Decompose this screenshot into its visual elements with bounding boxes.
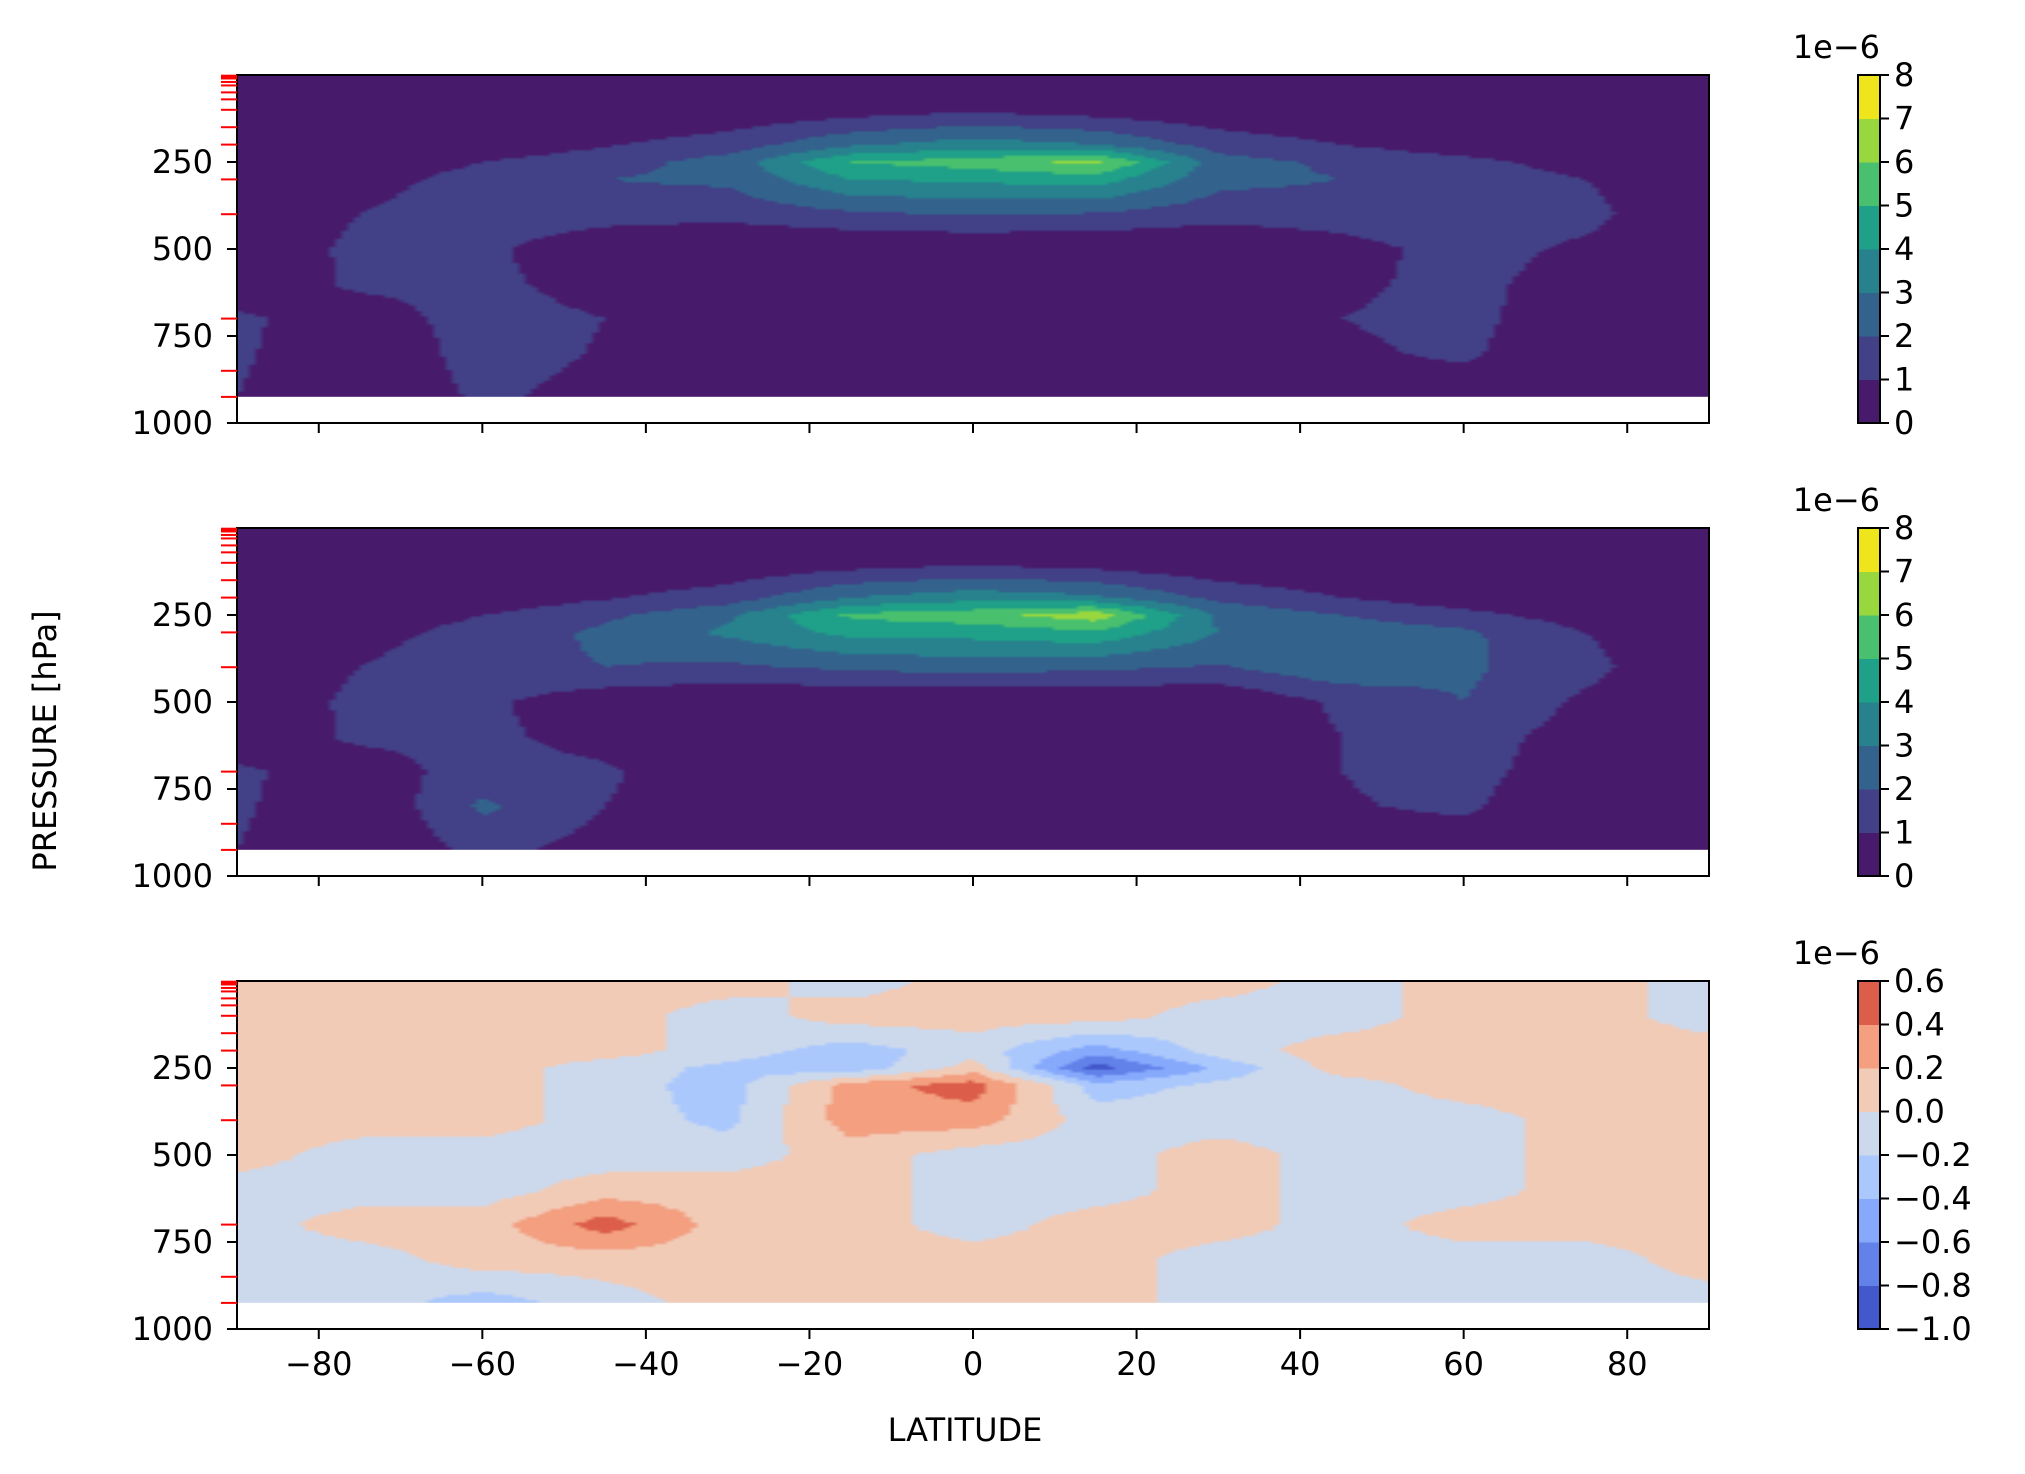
colorbar: 0 1 2 3 4 5 6 7 8 1e−6 [1793, 28, 1915, 442]
colorbar-tick-label: −1.0 [1894, 1310, 1972, 1348]
colorbar-tick-label: 6 [1894, 143, 1914, 181]
colorbar-tick-label: −0.6 [1894, 1223, 1972, 1261]
y-tick-label: 750 [152, 770, 213, 808]
y-tick-label: 750 [152, 317, 213, 355]
x-tick-label: −80 [285, 1345, 353, 1383]
panel-bottom: −80 −60 −40 −20 0 20 40 60 80 250 500 750 1000 −1.0 −0… [132, 934, 1972, 1383]
colorbar-segment [1858, 249, 1880, 293]
colorbar-tick-label: 0.0 [1894, 1093, 1945, 1131]
x-tick-label: −40 [612, 1345, 680, 1383]
colorbar-tick-label: 3 [1894, 274, 1914, 312]
x-tick-label: 40 [1280, 1345, 1321, 1383]
colorbar-tick-label: 2 [1894, 770, 1914, 808]
colorbar-tick-label: −0.4 [1894, 1180, 1972, 1218]
x-tick-label: 80 [1607, 1345, 1648, 1383]
colorbar: −1.0 −0.8 −0.6 −0.4 −0.2 0.0 0.2 0.4 0.6 1e−6 [1793, 934, 1972, 1348]
y-tick-label: 250 [152, 143, 213, 181]
y-tick-label: 1000 [132, 1310, 213, 1348]
colorbar-tick-label: 2 [1894, 317, 1914, 355]
colorbar-tick-label: 7 [1894, 100, 1914, 138]
colorbar-tick-label: 0.6 [1894, 962, 1945, 1000]
colorbar-segment [1858, 292, 1880, 337]
colorbar-tick-label: 4 [1894, 683, 1914, 721]
colorbar-offset-text: 1e−6 [1793, 481, 1880, 519]
colorbar-tick-label: 0 [1894, 857, 1914, 895]
contour-field [237, 75, 1709, 397]
contour-field [237, 528, 1709, 850]
colorbar-tick-label: −0.8 [1894, 1267, 1972, 1305]
contour-field [237, 981, 1709, 1303]
colorbar-segment [1858, 615, 1880, 659]
colorbar-tick-label: 1 [1894, 814, 1914, 852]
colorbar-tick-label: 1 [1894, 361, 1914, 399]
y-tick-label: 500 [152, 230, 213, 268]
colorbar-segment [1858, 336, 1880, 380]
x-tick-label: 20 [1116, 1345, 1157, 1383]
colorbar-tick-label: 3 [1894, 727, 1914, 765]
colorbar-tick-label: 7 [1894, 553, 1914, 591]
panel-top: 250 500 750 1000 0 1 2 3 4 5 6 7 8 1e−6 [132, 28, 1915, 442]
colorbar-segment [1858, 789, 1880, 833]
colorbar-tick-label: 5 [1894, 640, 1914, 678]
colorbar-tick-label: 5 [1894, 187, 1914, 225]
colorbar-segment [1858, 75, 1880, 119]
colorbar-segment [1858, 1198, 1880, 1243]
colorbar-segment [1858, 118, 1880, 163]
colorbar-segment [1858, 1068, 1880, 1112]
colorbar-segment [1858, 658, 1880, 703]
colorbar-tick-label: 6 [1894, 596, 1914, 634]
colorbar-segment [1858, 745, 1880, 790]
colorbar-tick-label: 0 [1894, 404, 1914, 442]
colorbar: 0 1 2 3 4 5 6 7 8 1e−6 [1793, 481, 1915, 895]
colorbar-tick-label: 4 [1894, 230, 1914, 268]
colorbar-segment [1858, 981, 1880, 1025]
colorbar-tick-label: 8 [1894, 56, 1914, 94]
y-axis-label: PRESSURE [hPa] [26, 610, 64, 871]
y-tick-label: 750 [152, 1223, 213, 1261]
colorbar-segment [1858, 205, 1880, 250]
colorbar-segment [1858, 1024, 1880, 1069]
x-tick-label: 60 [1443, 1345, 1484, 1383]
colorbar-segment [1858, 1111, 1880, 1156]
colorbar-segment [1858, 1242, 1880, 1286]
colorbar-segment [1858, 571, 1880, 616]
y-tick-label: 500 [152, 1136, 213, 1174]
colorbar-offset-text: 1e−6 [1793, 934, 1880, 972]
colorbar-segment [1858, 1155, 1880, 1199]
colorbar-segment [1858, 162, 1880, 206]
colorbar-tick-label: 0.4 [1894, 1006, 1945, 1044]
x-tick-label: −60 [449, 1345, 517, 1383]
colorbar-tick-label: 8 [1894, 509, 1914, 547]
colorbar-segment [1858, 528, 1880, 572]
y-tick-label: 500 [152, 683, 213, 721]
colorbar-segment [1858, 832, 1880, 877]
colorbar-tick-label: 0.2 [1894, 1049, 1945, 1087]
x-tick-label: 0 [963, 1345, 983, 1383]
colorbar-tick-label: −0.2 [1894, 1136, 1972, 1174]
y-tick-label: 1000 [132, 857, 213, 895]
y-tick-label: 250 [152, 1049, 213, 1087]
colorbar-segment [1858, 702, 1880, 746]
colorbar-segment [1858, 1285, 1880, 1330]
y-tick-label: 250 [152, 596, 213, 634]
x-axis-label: LATITUDE [888, 1411, 1043, 1449]
x-tick-label: −20 [776, 1345, 844, 1383]
colorbar-segment [1858, 379, 1880, 424]
panel-middle: 250 500 750 1000 0 1 2 3 4 5 6 7 8 1e−6 [132, 481, 1915, 895]
colorbar-offset-text: 1e−6 [1793, 28, 1880, 66]
y-tick-label: 1000 [132, 404, 213, 442]
